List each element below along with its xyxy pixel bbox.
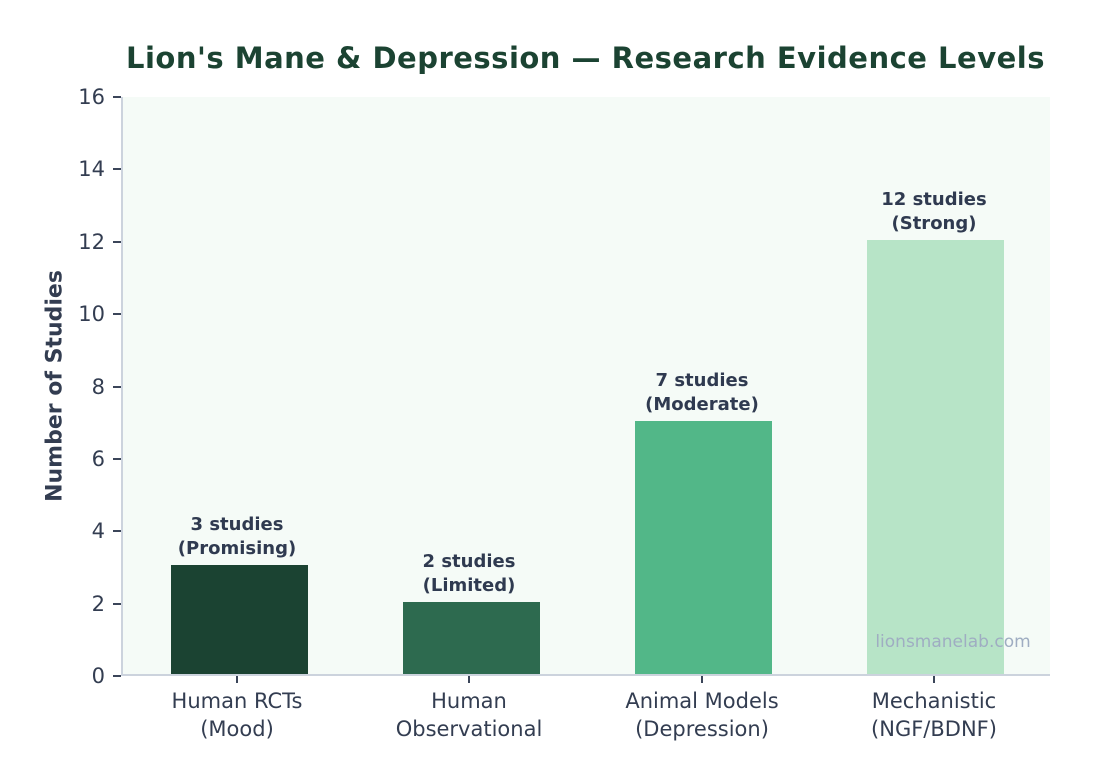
x-tick-mark — [933, 676, 935, 683]
y-tick-mark — [113, 675, 121, 677]
y-tick-mark — [113, 602, 121, 605]
y-tick-label: 14 — [78, 157, 105, 182]
chart-title: Lion's Mane & Depression — Research Evid… — [126, 41, 1045, 75]
watermark: lionsmanelab.com — [875, 632, 1031, 652]
y-tick-label: 0 — [91, 664, 105, 688]
y-tick-label: 6 — [91, 446, 105, 471]
y-tick-mark — [113, 96, 121, 98]
bar-value-label: 12 studies (Strong) — [881, 189, 987, 234]
plot-area: lionsmanelab.com — [121, 97, 1050, 676]
y-tick-label: 10 — [78, 302, 105, 327]
y-tick-label: 2 — [91, 591, 105, 616]
bar-1 — [403, 602, 540, 674]
y-tick-label: 12 — [78, 229, 105, 254]
y-tick-label: 16 — [78, 85, 105, 109]
bar-0 — [171, 565, 308, 674]
y-tick-mark — [113, 530, 121, 533]
x-tick-label: Animal Models (Depression) — [625, 689, 779, 741]
bar-3 — [867, 240, 1004, 674]
y-tick-mark — [113, 313, 121, 316]
bar-value-label: 3 studies (Promising) — [177, 514, 297, 559]
y-tick-mark — [113, 168, 121, 171]
x-tick-mark — [468, 676, 470, 683]
bar-value-label: 2 studies (Limited) — [422, 551, 516, 596]
y-tick-label: 8 — [91, 374, 105, 399]
x-tick-label: Mechanistic (NGF/BDNF) — [871, 689, 997, 741]
x-tick-mark — [236, 676, 238, 683]
x-tick-mark — [701, 676, 703, 683]
bar-2 — [635, 421, 772, 674]
y-tick-mark — [113, 457, 121, 460]
x-tick-label: Human Observational — [395, 689, 543, 741]
y-tick-mark — [113, 385, 121, 388]
bar-value-label: 7 studies (Moderate) — [645, 370, 759, 415]
x-tick-label: Human RCTs (Mood) — [171, 689, 303, 741]
y-tick-mark — [113, 240, 121, 243]
y-tick-label: 4 — [91, 519, 105, 544]
